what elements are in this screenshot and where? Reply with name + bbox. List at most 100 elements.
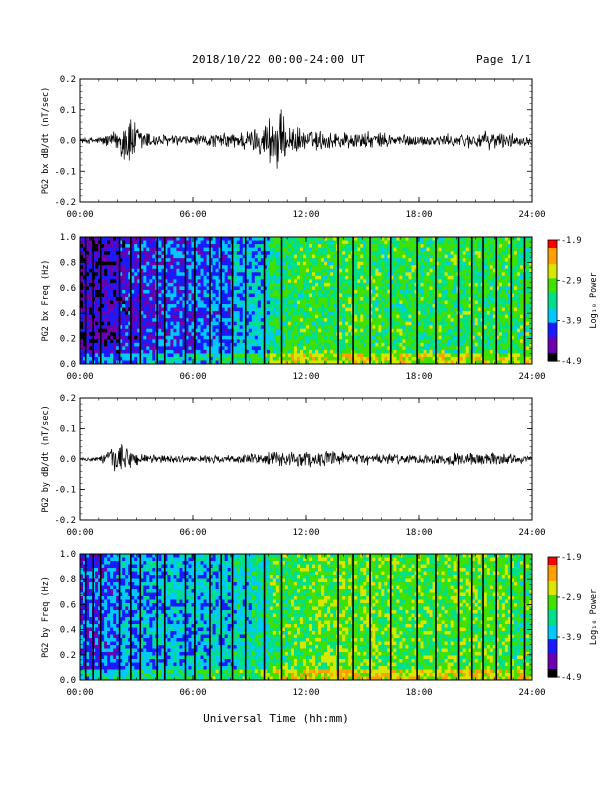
spectrogram-cell [140,314,144,319]
spectrogram-cell [218,346,223,351]
spectrogram-cell [209,272,213,277]
spectrogram-cell [471,328,476,333]
spectrogram-cell [224,296,229,301]
spectrogram-cell [272,311,277,316]
spectrogram-cell [381,356,385,361]
spectrogram-cell [441,258,446,263]
spectrogram-cell [86,254,90,259]
spectrogram-cell [263,353,268,358]
spectrogram-cell [134,240,138,245]
spectrogram-cell [194,275,198,280]
spectrogram-cell [125,321,129,326]
spectrogram-cell [306,328,310,333]
spectrogram-cell [369,282,373,287]
spectrogram-cell [161,339,165,344]
spectrogram-cell [468,237,473,241]
spectrogram-cell [197,240,201,245]
spectrogram-cell [309,258,313,263]
spectrogram-cell [200,360,204,365]
spectrogram-cell [366,342,370,347]
spectrogram-cell [224,339,229,344]
spectrogram-cell [302,244,307,248]
spectrogram-cell [357,293,361,298]
spectrogram-cell [128,328,132,333]
spectrogram-cell [242,349,247,354]
spectrogram-cell [357,258,361,263]
spectrogram-cell [167,244,171,248]
spectrogram-cell [233,307,238,312]
spectrogram-cell [287,356,292,361]
spectrogram-cell [164,282,168,287]
spectrogram-cell [299,325,304,330]
spectrogram-cell [260,311,265,316]
spectrogram-cell [152,293,156,298]
spectrogram-cell [167,307,171,312]
spectrogram-cell [197,321,201,326]
spectrogram-cell [266,349,271,354]
spectrogram-cell [444,240,449,245]
spectrogram-cell [471,282,476,287]
spectrogram-cell [462,268,467,273]
spectrogram-cell [215,328,220,333]
spectrogram-cell [224,279,229,284]
spectrogram-cell [330,251,334,256]
spectrogram-cell [170,247,174,252]
spectrogram-cell [98,286,102,291]
spectrogram-cell [315,307,319,312]
spectrogram-cell [188,339,192,344]
spectrogram-cell [414,261,418,266]
spectrogram-cell [462,349,467,354]
spectrogram-cell [260,339,265,344]
spectrogram-cell [408,335,412,340]
spectrogram-cell [423,332,427,337]
spectrogram-cell [254,349,259,354]
spectrogram-cell [293,254,298,259]
spectrogram-cell [239,286,244,291]
spectrogram-cell [444,275,449,280]
spectrogram-cell [327,325,331,330]
spectrogram-cell [375,261,379,266]
spectrogram-cell [83,332,87,337]
spectrogram-cell [339,293,343,298]
spectrogram-cell [306,335,310,340]
spectrogram-cell [107,286,111,291]
spectrogram-cell [266,272,271,277]
spectrogram-cell [299,314,304,319]
spectrogram-cell [107,296,111,301]
spectrogram-cell [462,282,467,287]
spectrogram-cell [417,289,421,294]
spectrogram-cell [203,272,207,277]
spectrogram-cell [450,275,455,280]
spectrogram-cell [209,282,213,287]
spectrogram-cell [321,261,325,266]
spectrogram-cell [185,332,189,337]
spectrogram-cell [107,247,111,252]
spectrogram-cell [302,332,307,337]
spectrogram-cell [348,304,352,308]
spectrogram-cell [384,360,388,365]
spectrogram-cell [278,353,283,358]
spectrogram-cell [128,279,132,284]
spectrogram-cell [188,335,192,340]
spectrogram-cell [281,272,286,277]
spectrogram-cell [357,254,361,259]
spectrogram-cell [170,349,174,354]
spectrogram-cell [477,247,482,252]
spectrogram-cell [296,360,301,365]
spectrogram-cell [312,332,316,337]
spectrogram-cell [483,279,488,284]
spectrogram-cell [339,307,343,312]
spectrogram-cell [363,282,367,287]
spectrogram-cell [483,261,488,266]
spectrogram-cell [396,251,400,256]
spectrogram-cell [366,282,370,287]
spectrogram-cell [321,282,325,287]
spectrogram-cell [342,282,346,287]
spectrogram-cell [275,360,280,365]
spectrogram-cell [182,275,186,280]
spectrogram-cell [378,332,382,337]
spectrogram-cell [134,286,138,291]
spectrogram-cell [450,300,455,305]
spectrogram-cell [345,282,349,287]
spectrogram-cell [315,314,319,319]
